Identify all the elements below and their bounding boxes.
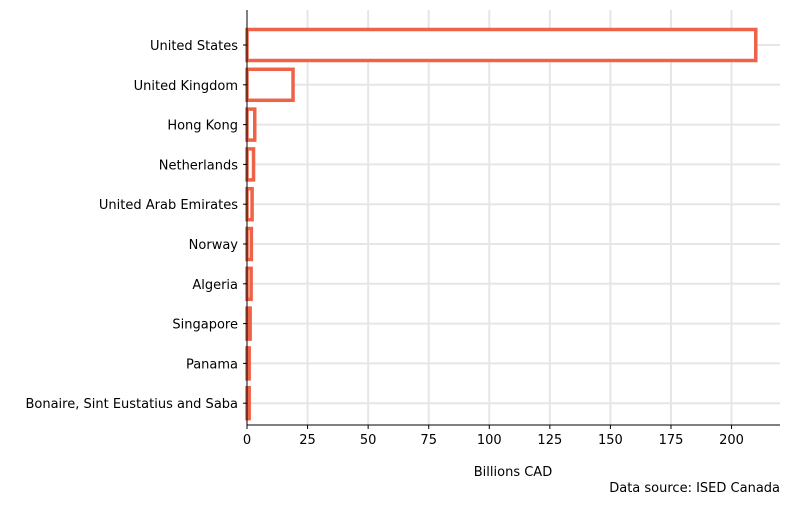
x-tick-label: 125 (537, 433, 562, 448)
y-tick-label: Panama (186, 357, 238, 372)
x-tick-label: 75 (420, 433, 437, 448)
x-tick-label: 150 (598, 433, 623, 448)
x-axis-title: Billions CAD (474, 465, 552, 480)
grid-lines (247, 10, 780, 425)
axes (246, 10, 780, 426)
y-tick-label: Bonaire, Sint Eustatius and Saba (25, 397, 238, 412)
y-tick-label: United Arab Emirates (99, 198, 238, 213)
ticks: 0 25 50 75 100 125 150 175 200 United States Unite… (25, 39, 743, 448)
bar (245, 67, 295, 103)
x-tick-label: 50 (360, 433, 377, 448)
x-tick-label: 25 (299, 433, 316, 448)
x-tick-label: 100 (477, 433, 502, 448)
x-tick-label: 200 (719, 433, 744, 448)
y-tick-label: United States (150, 39, 238, 54)
y-tick-label: Norway (189, 238, 239, 253)
y-tick-label: United Kingdom (134, 79, 238, 94)
x-tick-label: 175 (659, 433, 684, 448)
bar (245, 107, 257, 142)
bar (245, 27, 758, 63)
bars (245, 27, 758, 421)
x-tick-label: 0 (243, 433, 251, 448)
bar (245, 266, 253, 302)
y-tick-label: Netherlands (159, 158, 238, 173)
y-tick-label: Singapore (172, 318, 238, 333)
bar (245, 186, 254, 222)
bar (245, 147, 256, 182)
source-note: Data source: ISED Canada (609, 481, 780, 496)
y-tick-label: Algeria (192, 278, 238, 293)
bar (245, 226, 254, 262)
y-tick-label: Hong Kong (167, 119, 238, 134)
